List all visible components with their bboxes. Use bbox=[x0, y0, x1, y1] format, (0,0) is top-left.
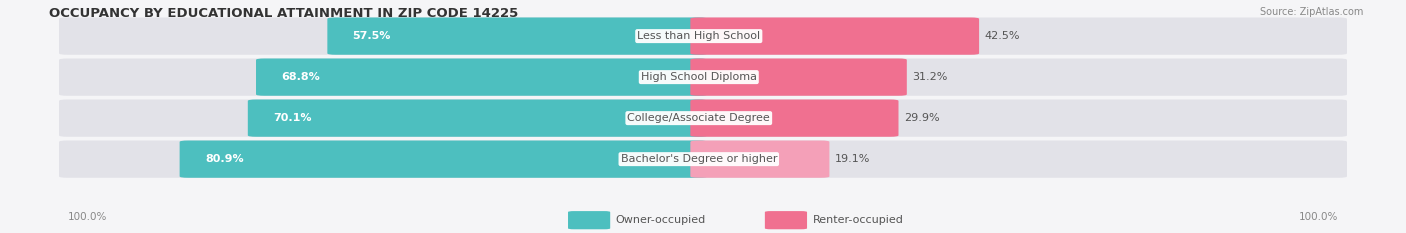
Text: 29.9%: 29.9% bbox=[904, 113, 939, 123]
Text: Source: ZipAtlas.com: Source: ZipAtlas.com bbox=[1260, 7, 1364, 17]
Text: 57.5%: 57.5% bbox=[353, 31, 391, 41]
Text: College/Associate Degree: College/Associate Degree bbox=[627, 113, 770, 123]
Text: 31.2%: 31.2% bbox=[912, 72, 948, 82]
Text: 100.0%: 100.0% bbox=[1299, 212, 1339, 222]
Text: OCCUPANCY BY EDUCATIONAL ATTAINMENT IN ZIP CODE 14225: OCCUPANCY BY EDUCATIONAL ATTAINMENT IN Z… bbox=[49, 7, 519, 20]
Text: 80.9%: 80.9% bbox=[205, 154, 243, 164]
Text: 19.1%: 19.1% bbox=[835, 154, 870, 164]
Text: Owner-occupied: Owner-occupied bbox=[616, 215, 706, 225]
Text: Less than High School: Less than High School bbox=[637, 31, 761, 41]
Text: Bachelor's Degree or higher: Bachelor's Degree or higher bbox=[620, 154, 778, 164]
Text: Renter-occupied: Renter-occupied bbox=[813, 215, 904, 225]
Text: 100.0%: 100.0% bbox=[67, 212, 107, 222]
Text: 42.5%: 42.5% bbox=[984, 31, 1021, 41]
Text: High School Diploma: High School Diploma bbox=[641, 72, 756, 82]
Text: 68.8%: 68.8% bbox=[281, 72, 321, 82]
Text: 70.1%: 70.1% bbox=[273, 113, 312, 123]
